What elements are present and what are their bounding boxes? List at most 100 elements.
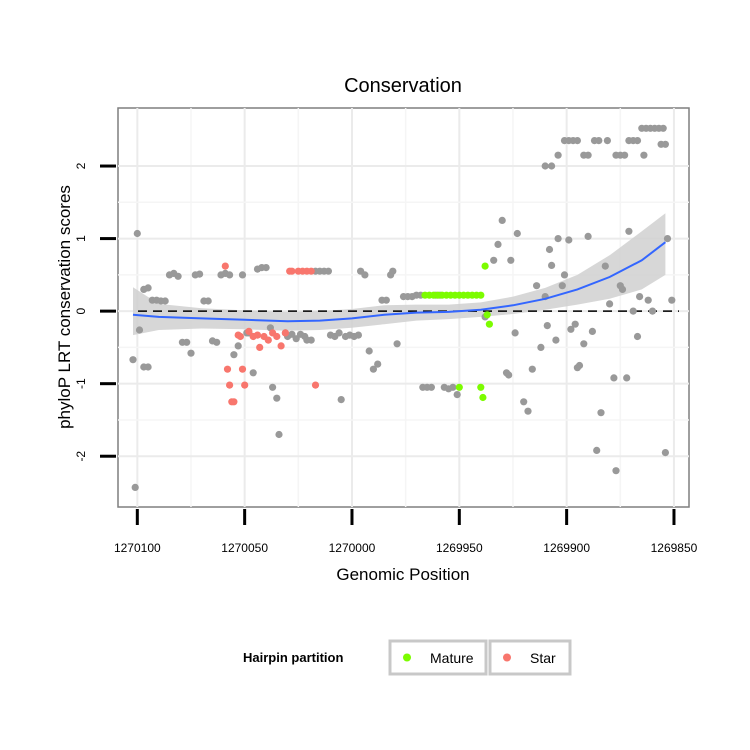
data-point-star bbox=[307, 267, 315, 275]
plot-panel bbox=[117, 107, 690, 508]
data-point-other bbox=[623, 374, 631, 382]
data-point-other bbox=[174, 272, 182, 280]
data-point-other bbox=[575, 361, 584, 370]
y-axis: -2 -1 0 1 2 bbox=[74, 162, 116, 462]
data-point-other bbox=[369, 365, 377, 373]
confidence-ribbon bbox=[133, 213, 666, 336]
y-tick-label: -2 bbox=[74, 451, 88, 462]
data-point-other bbox=[494, 240, 502, 248]
data-point-other bbox=[498, 216, 506, 224]
data-point-other bbox=[129, 356, 137, 364]
data-point-other bbox=[427, 383, 435, 391]
x-tick-label: 1270100 bbox=[114, 541, 161, 555]
data-point-star bbox=[241, 381, 249, 389]
data-point-star bbox=[221, 262, 229, 270]
data-point-mature bbox=[481, 262, 489, 270]
data-point-mature bbox=[477, 291, 485, 299]
data-point-mature bbox=[483, 311, 491, 319]
data-point-other bbox=[618, 285, 627, 293]
data-point-other bbox=[558, 282, 566, 290]
y-tick-label: 2 bbox=[74, 162, 88, 169]
data-point-other bbox=[663, 235, 672, 243]
data-point-other bbox=[196, 270, 204, 278]
x-axis: 1270100 1270050 1270000 1269950 1269900 12698… bbox=[114, 509, 698, 555]
data-point-other bbox=[337, 396, 345, 404]
data-point-other bbox=[505, 371, 513, 379]
data-point-other bbox=[213, 338, 221, 346]
data-point-other bbox=[204, 297, 212, 305]
smooth-line-layer bbox=[132, 241, 667, 323]
data-point-other bbox=[640, 151, 648, 159]
data-point-other bbox=[269, 383, 277, 391]
y-axis-label: phyloP LRT conservation scores bbox=[55, 185, 74, 429]
data-point-other bbox=[625, 227, 633, 235]
data-point-other bbox=[490, 256, 498, 264]
data-point-other bbox=[621, 151, 629, 159]
data-point-other bbox=[273, 394, 281, 402]
y-tick-label: 0 bbox=[74, 307, 88, 314]
confidence-ribbon-layer bbox=[133, 213, 666, 336]
data-point-other bbox=[552, 336, 560, 344]
data-point-star bbox=[230, 398, 238, 406]
data-point-other bbox=[307, 336, 315, 344]
series-star bbox=[221, 262, 320, 406]
data-point-other bbox=[537, 343, 545, 351]
data-point-other bbox=[545, 245, 554, 254]
data-point-mature bbox=[477, 383, 485, 391]
data-point-other bbox=[648, 307, 657, 315]
data-point-other bbox=[507, 256, 515, 264]
data-point-other bbox=[292, 335, 300, 343]
data-point-star bbox=[245, 327, 253, 335]
data-point-other bbox=[573, 137, 582, 145]
data-point-other bbox=[668, 296, 676, 304]
data-point-other bbox=[597, 409, 605, 417]
data-point-other bbox=[238, 271, 247, 279]
data-point-star bbox=[281, 329, 289, 337]
data-point-other bbox=[234, 342, 242, 350]
legend-title: Hairpin partition bbox=[243, 650, 343, 665]
data-point-other bbox=[354, 331, 362, 339]
grid-lines bbox=[118, 108, 689, 507]
data-point-other bbox=[288, 330, 296, 338]
series-mature bbox=[421, 262, 493, 402]
data-point-other bbox=[161, 297, 169, 305]
data-point-other bbox=[580, 340, 588, 348]
data-point-other bbox=[610, 374, 618, 382]
series-other bbox=[129, 124, 676, 491]
data-point-other bbox=[595, 137, 603, 145]
data-point-other bbox=[449, 383, 457, 391]
legend-label-star: Star bbox=[530, 650, 556, 666]
legend-key-star bbox=[503, 653, 511, 662]
data-point-star bbox=[226, 381, 234, 389]
data-point-other bbox=[554, 235, 562, 243]
data-point-star bbox=[264, 336, 272, 344]
data-point-other bbox=[636, 293, 644, 301]
data-point-mature bbox=[485, 320, 493, 328]
x-tick-label: 1270050 bbox=[221, 541, 268, 555]
data-point-other bbox=[629, 307, 637, 315]
data-point-other bbox=[226, 271, 234, 279]
data-point-other bbox=[543, 322, 551, 330]
data-point-other bbox=[133, 229, 141, 238]
data-point-other bbox=[603, 137, 612, 145]
data-point-star bbox=[273, 332, 281, 341]
data-point-other bbox=[524, 407, 532, 415]
data-point-other bbox=[131, 483, 139, 491]
data-point-star bbox=[236, 332, 244, 341]
data-point-star bbox=[238, 365, 247, 373]
data-point-mature bbox=[455, 383, 463, 391]
data-point-other bbox=[249, 369, 257, 377]
data-point-other bbox=[584, 232, 592, 240]
data-point-star bbox=[253, 331, 262, 339]
data-point-other bbox=[633, 332, 642, 341]
data-point-other bbox=[565, 236, 573, 244]
data-point-star bbox=[288, 267, 296, 275]
data-point-star bbox=[223, 365, 232, 373]
data-point-other bbox=[183, 338, 191, 346]
x-tick-label: 1269950 bbox=[436, 541, 483, 555]
data-point-other bbox=[262, 264, 270, 272]
data-point-other bbox=[606, 300, 614, 308]
data-point-other bbox=[644, 296, 652, 304]
data-point-other bbox=[374, 360, 382, 368]
